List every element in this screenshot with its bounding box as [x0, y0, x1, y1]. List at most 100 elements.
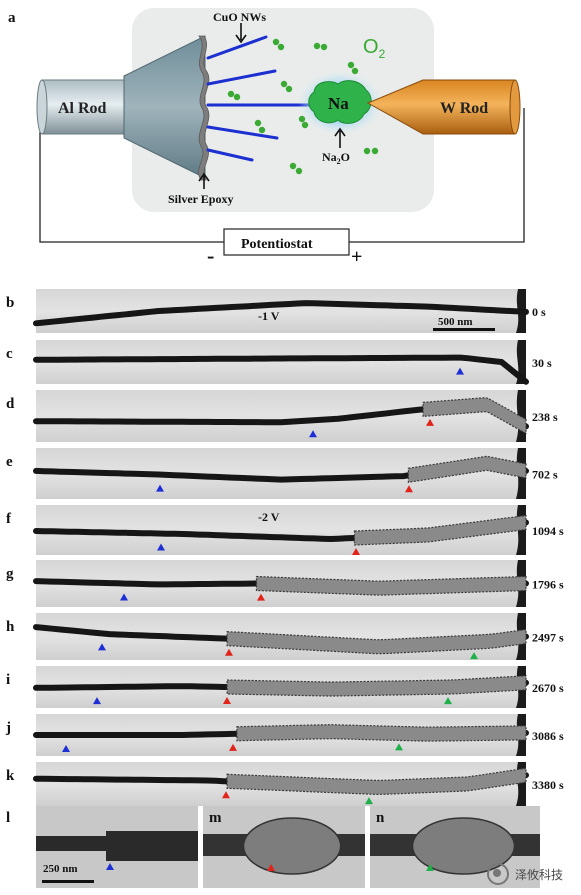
na2o-arrow: [334, 127, 346, 148]
strip-label-e: e: [6, 454, 13, 470]
watermark-text: 泽攸科技: [514, 867, 563, 882]
strip-time-b: 0 s: [532, 305, 546, 319]
scale-bar-main: [433, 328, 495, 331]
zoom-panel-l: l: [6, 806, 198, 888]
strip-label-b: b: [6, 295, 14, 311]
tem-image: [36, 289, 526, 333]
voltage-label-b: -1 V: [258, 309, 280, 323]
strip-label-d: d: [6, 396, 15, 412]
reacted-region: [255, 575, 527, 596]
strip-label-g: g: [6, 566, 14, 582]
epoxy-arrow: [198, 172, 210, 189]
strip-time-g: 1796 s: [532, 578, 564, 592]
tem-strip-i: i 2670 s: [6, 666, 564, 708]
watermark: 泽攸科技: [486, 863, 563, 885]
na-label: Na: [328, 94, 349, 113]
strip-time-c: 30 s: [532, 356, 552, 370]
blue-arrow-marker: [98, 643, 106, 651]
swollen-region: [411, 817, 516, 875]
strip-time-f: 1094 s: [532, 524, 564, 538]
strip-time-i: 2670 s: [532, 681, 564, 695]
tem-strips: b 0 s c 30 s d 238 s e 702 s f 1094 s g 1796 s h 2497…: [5, 289, 564, 806]
watermark-logo-icon: [486, 863, 509, 885]
red-arrow-marker: [352, 547, 360, 555]
strip-time-k: 3380 s: [532, 778, 564, 792]
zoom-label-m: m: [209, 810, 222, 826]
swollen-region: [242, 817, 342, 875]
voltage-label-f: -2 V: [258, 510, 280, 524]
zoom-label-n: n: [376, 810, 385, 826]
reacted-region: [226, 767, 527, 796]
zoom-panel-n: n: [370, 806, 540, 888]
tem-strip-e: e 702 s: [6, 448, 558, 499]
reacted-region: [422, 397, 527, 435]
zoom-panel-m: m: [203, 806, 365, 888]
minus-sign: -: [207, 243, 214, 268]
panel-a: a Al Rod: [8, 8, 525, 268]
red-arrow-marker: [426, 418, 434, 426]
wire-zoom: [36, 831, 198, 861]
reacted-region: [236, 724, 527, 742]
al-rod: Al Rod: [36, 79, 133, 135]
na-blob: [308, 80, 372, 124]
cuo-nanowires: [206, 35, 312, 162]
red-arrow-marker: [229, 743, 237, 751]
green-arrow-marker: [426, 864, 434, 871]
strip-label-c: c: [6, 346, 13, 362]
nanowire: [33, 354, 529, 385]
circuit-wire: [39, 108, 525, 243]
reacted-region: [226, 628, 527, 655]
tem-strip-k: k 3380 s: [6, 762, 564, 806]
tem-strip-j: j 3086 s: [5, 714, 564, 756]
scale-bar-label-l: 250 nm: [43, 863, 78, 875]
panel-a-label: a: [8, 10, 16, 26]
plus-sign: +: [351, 246, 362, 268]
zoom-label-l: l: [6, 810, 10, 826]
red-arrow-marker: [222, 791, 230, 799]
w-rod: W Rod: [366, 79, 521, 135]
green-arrow-marker: [470, 652, 478, 660]
potentiostat-label: Potentiostat: [241, 237, 313, 252]
na2o-label: Na2O: [322, 150, 350, 166]
blue-arrow-marker: [93, 697, 101, 705]
red-arrow-marker: [267, 864, 275, 871]
blue-arrow-marker: [156, 484, 164, 492]
strip-time-e: 702 s: [532, 468, 558, 482]
strip-time-d: 238 s: [532, 410, 558, 424]
bottom-panels: l m n: [6, 806, 540, 888]
strip-label-j: j: [5, 720, 11, 736]
reacted-region: [226, 675, 527, 697]
tem-strip-d: d 238 s: [6, 390, 558, 442]
strip-label-h: h: [6, 619, 15, 635]
green-arrow-marker: [444, 697, 452, 705]
cuo-label: CuO NWs: [213, 10, 266, 24]
strip-label-k: k: [6, 768, 15, 784]
reacted-region: [407, 455, 527, 483]
scale-bar-l: [42, 880, 94, 883]
nanowire: [33, 300, 529, 327]
tem-strip-h: h 2497 s: [6, 613, 564, 660]
blue-arrow-marker: [120, 593, 128, 601]
silver-epoxy-label: Silver Epoxy: [168, 192, 233, 206]
green-arrow-marker: [395, 743, 403, 751]
tem-image: [36, 390, 526, 442]
reacted-region: [353, 514, 527, 546]
red-arrow-marker: [405, 485, 413, 493]
blue-arrow-marker: [456, 367, 464, 375]
tem-strip-f: f 1094 s: [6, 505, 564, 555]
green-arrow-marker: [365, 797, 373, 805]
blue-arrow-marker: [157, 543, 165, 551]
blue-arrow-marker: [309, 430, 317, 438]
tem-strip-g: g 1796 s: [6, 560, 564, 607]
potentiostat-box: [223, 228, 350, 256]
strip-label-f: f: [6, 511, 12, 527]
al-rod-label: Al Rod: [58, 100, 107, 117]
tem-strip-b: b 0 s: [6, 289, 546, 333]
strip-time-h: 2497 s: [532, 631, 564, 645]
scale-bar-label-main: 500 nm: [438, 316, 473, 328]
blue-arrow-marker: [106, 863, 114, 870]
o2-label: O2: [363, 36, 386, 61]
o2-molecules: [227, 38, 379, 175]
w-rod-label: W Rod: [440, 100, 488, 117]
